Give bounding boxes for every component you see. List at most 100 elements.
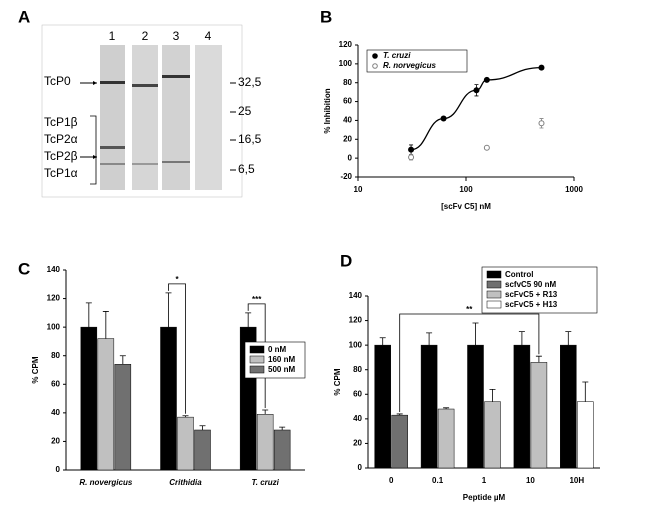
x-axis-label: Peptide µM: [463, 493, 506, 502]
point: [538, 120, 545, 127]
error-bar: [396, 413, 403, 416]
point: [473, 87, 480, 94]
bar: [577, 401, 594, 469]
y-tick-label: 80: [343, 78, 352, 87]
y-tick-label: 40: [343, 116, 352, 125]
x-tick-label: 10: [526, 476, 535, 485]
legend-swatch: [486, 280, 502, 289]
legend-label: R. norvegicus: [383, 61, 436, 70]
lane-label: 1: [109, 29, 116, 43]
significance-label: ***: [252, 295, 262, 304]
marker-label: 25: [238, 104, 252, 118]
significance-label: **: [466, 305, 473, 314]
x-tick-label: T. cruzi: [251, 478, 279, 487]
protein-label: TcP1α: [44, 166, 78, 180]
bar: [391, 414, 408, 469]
y-tick-label: 120: [349, 316, 363, 325]
legend-swatch: [486, 270, 502, 279]
panel-label: B: [320, 7, 332, 26]
x-tick-label: 1: [482, 476, 487, 485]
y-tick-label: 100: [47, 322, 61, 331]
error-bar: [245, 312, 252, 328]
y-tick-label: 100: [349, 340, 363, 349]
x-tick-label: 10H: [569, 476, 584, 485]
x-tick-label: Crithidia: [169, 478, 202, 487]
x-tick-label: 100: [459, 185, 473, 194]
x-tick-label: 0: [389, 476, 394, 485]
legend-swatch: [249, 365, 265, 374]
panel-label: C: [18, 259, 30, 278]
legend-label: 500 nM: [268, 365, 295, 374]
lane-label: 2: [142, 29, 149, 43]
point: [408, 146, 415, 153]
marker-label: 32,5: [238, 75, 262, 89]
error-bar: [199, 425, 206, 430]
error-bar: [85, 302, 92, 328]
bar: [513, 344, 531, 469]
bar: [437, 408, 455, 469]
bar: [374, 344, 391, 469]
point: [408, 154, 415, 161]
bar: [256, 414, 274, 471]
significance-bracket: [399, 313, 540, 412]
bar: [560, 344, 577, 469]
bar: [420, 344, 438, 469]
error-bar: [582, 381, 589, 402]
y-tick-label: 0: [348, 153, 353, 162]
y-tick-label: 40: [353, 414, 362, 423]
legend-box: [366, 49, 468, 73]
legend-label: scfvC5 90 nM: [505, 280, 556, 289]
bar: [160, 326, 177, 471]
protein-label: TcP1β: [44, 115, 78, 129]
y-tick-label: 120: [47, 294, 61, 303]
lane-label: 4: [205, 29, 212, 43]
protein-label: TcP0: [44, 74, 71, 88]
legend-swatch: [486, 300, 502, 309]
y-tick-label: 20: [353, 439, 362, 448]
error-bar: [119, 355, 126, 365]
marker-label: 6,5: [238, 162, 255, 176]
legend-label: scFvC5 + H13: [505, 300, 558, 309]
protein-label: TcP2α: [44, 132, 78, 146]
bar: [484, 401, 501, 469]
legend-label: 160 nM: [268, 355, 295, 364]
legend-swatch: [249, 345, 265, 354]
bar: [114, 364, 132, 471]
error-bar: [426, 332, 433, 346]
error-bar: [472, 322, 479, 346]
legend-swatch: [486, 290, 502, 299]
error-bar: [443, 407, 450, 410]
y-axis-label: % CPM: [31, 356, 40, 383]
y-tick-label: 80: [51, 351, 60, 360]
y-tick-label: 140: [349, 291, 363, 300]
point: [483, 76, 490, 83]
marker-label: 16,5: [238, 132, 262, 146]
bar: [177, 416, 194, 471]
significance-label: *: [175, 275, 179, 284]
error-bar: [102, 311, 109, 339]
bar: [194, 429, 211, 471]
error-bar: [262, 409, 269, 415]
error-bar: [535, 355, 542, 363]
x-tick-label: 10: [354, 185, 363, 194]
point: [440, 115, 447, 122]
panel-label: A: [18, 7, 30, 26]
x-tick-label: 0.1: [432, 476, 444, 485]
y-tick-label: 20: [343, 134, 352, 143]
panel-label: D: [340, 251, 352, 270]
legend-swatch: [249, 355, 265, 364]
error-bar: [489, 388, 496, 402]
legend-label: 0 nM: [268, 345, 287, 354]
bar: [97, 338, 115, 471]
legend-marker: [372, 53, 378, 59]
y-tick-label: 40: [51, 408, 60, 417]
legend-label: scFvC5 + R13: [505, 290, 558, 299]
y-tick-label: 100: [339, 59, 353, 68]
y-tick-label: 120: [339, 40, 353, 49]
y-tick-label: 20: [51, 437, 60, 446]
y-tick-label: 80: [353, 365, 362, 374]
legend-label: Control: [505, 270, 533, 279]
bar: [273, 429, 291, 471]
point: [483, 144, 490, 151]
